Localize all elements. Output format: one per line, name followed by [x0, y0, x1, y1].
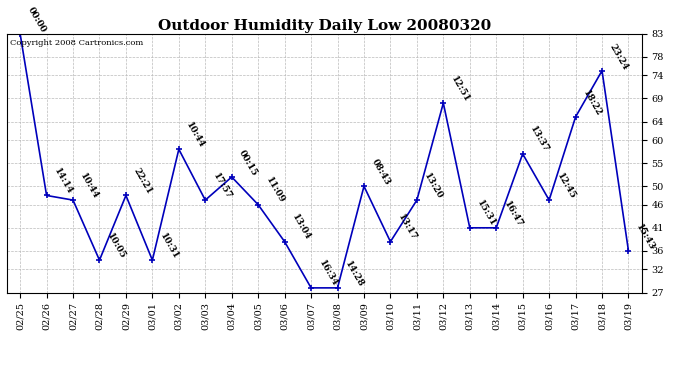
Title: Outdoor Humidity Daily Low 20080320: Outdoor Humidity Daily Low 20080320	[158, 19, 491, 33]
Text: 13:04: 13:04	[290, 213, 313, 242]
Text: 10:44: 10:44	[184, 121, 206, 150]
Text: 15:31: 15:31	[475, 199, 497, 228]
Text: 08:43: 08:43	[370, 158, 392, 187]
Text: 10:05: 10:05	[105, 232, 127, 261]
Text: 16:34: 16:34	[317, 259, 339, 288]
Text: 14:14: 14:14	[52, 166, 75, 196]
Text: 15:43: 15:43	[634, 222, 656, 252]
Text: 13:20: 13:20	[422, 171, 444, 201]
Text: 23:24: 23:24	[608, 42, 630, 71]
Text: 22:21: 22:21	[132, 167, 154, 196]
Text: 18:22: 18:22	[581, 88, 603, 117]
Text: 00:00: 00:00	[26, 6, 48, 34]
Text: 13:37: 13:37	[529, 125, 551, 154]
Text: 10:44: 10:44	[79, 171, 101, 201]
Text: 17:57: 17:57	[211, 171, 233, 201]
Text: 10:31: 10:31	[158, 231, 180, 261]
Text: 00:15: 00:15	[237, 148, 259, 178]
Text: 12:45: 12:45	[555, 171, 577, 201]
Text: 16:47: 16:47	[502, 199, 524, 228]
Text: 11:09: 11:09	[264, 176, 286, 206]
Text: 12:51: 12:51	[449, 74, 471, 104]
Text: 13:17: 13:17	[396, 213, 418, 242]
Text: Copyright 2008 Cartronics.com: Copyright 2008 Cartronics.com	[10, 39, 144, 47]
Text: 14:28: 14:28	[343, 259, 365, 288]
